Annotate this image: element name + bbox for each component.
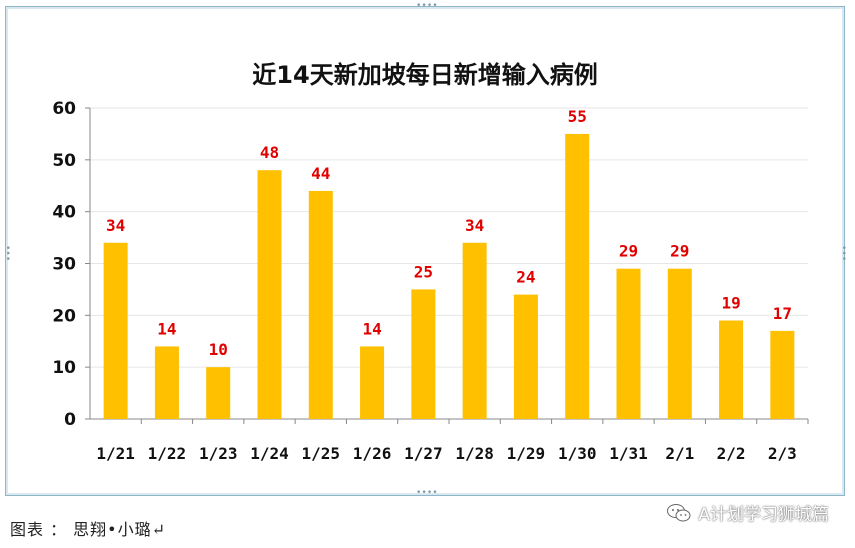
y-tick-label: 0: [64, 410, 76, 430]
watermark: A计划学习狮城篇: [666, 500, 829, 525]
x-tick-label: 2/2: [717, 444, 746, 463]
figure-caption: 图表 ： 思翔•小璐↵: [10, 520, 167, 539]
bar: [462, 242, 487, 419]
bar: [513, 294, 538, 419]
x-tick-label: 1/21: [96, 444, 135, 463]
bar: [360, 346, 385, 419]
data-label: 14: [362, 319, 381, 338]
resize-handle-left[interactable]: •••: [2, 245, 12, 262]
data-label: 24: [516, 268, 535, 287]
data-label: 25: [414, 262, 433, 281]
bar: [770, 330, 795, 419]
data-label: 29: [670, 242, 689, 261]
data-label: 14: [157, 319, 176, 338]
y-tick-label: 10: [52, 358, 76, 378]
wechat-icon: [667, 503, 691, 521]
x-tick-label: 1/29: [507, 444, 546, 463]
chart-title: 近14天新加坡每日新增输入病例: [252, 61, 598, 89]
data-label: 34: [465, 216, 484, 235]
bar: [411, 289, 436, 419]
data-label: 44: [311, 164, 330, 183]
x-tick-label: 2/3: [768, 444, 797, 463]
y-tick-label: 60: [52, 99, 76, 119]
x-tick-label: 1/22: [148, 444, 187, 463]
bar: [257, 170, 282, 419]
y-tick-label: 20: [52, 306, 76, 326]
bar: [667, 268, 692, 419]
data-label: 19: [721, 294, 740, 313]
chart-frame: •••• •••• ••• ••• 近14天新加坡每日新增输入病例 0 10 20 3…: [2, 2, 848, 498]
data-label: 17: [773, 304, 792, 323]
x-tick-label: 1/28: [455, 444, 494, 463]
data-label: 34: [106, 216, 125, 235]
x-tick-label: 1/30: [558, 444, 597, 463]
y-tick-label: 30: [52, 255, 76, 275]
bar: [308, 190, 333, 419]
bar: [154, 346, 179, 419]
bar: [719, 320, 744, 419]
resize-handle-top[interactable]: ••••: [416, 1, 438, 11]
data-label: 29: [619, 242, 638, 261]
data-label: 10: [209, 340, 228, 359]
bar: [616, 268, 641, 419]
x-tick-label: 1/23: [199, 444, 238, 463]
x-tick-label: 1/24: [250, 444, 289, 463]
bar-chart: 0 10 20 30 40 50 60 34 1/21 14 1/22 10 1/23 48 1/24 44 1…: [52, 99, 809, 463]
resize-handle-right[interactable]: •••: [838, 245, 848, 262]
x-tick-label: 1/25: [302, 444, 341, 463]
x-tick-label: 1/27: [404, 444, 443, 463]
resize-handle-bottom[interactable]: ••••: [416, 488, 438, 498]
y-tick-label: 50: [52, 151, 76, 171]
bar: [206, 367, 231, 419]
data-label: 55: [568, 107, 587, 126]
bar: [565, 133, 590, 419]
watermark-text: A计划学习狮城篇: [698, 505, 829, 525]
x-tick-label: 1/31: [609, 444, 648, 463]
data-label: 48: [260, 143, 279, 162]
bar: [103, 242, 128, 419]
x-tick-label: 2/1: [665, 444, 694, 463]
y-tick-label: 40: [52, 203, 76, 223]
x-tick-label: 1/26: [353, 444, 392, 463]
